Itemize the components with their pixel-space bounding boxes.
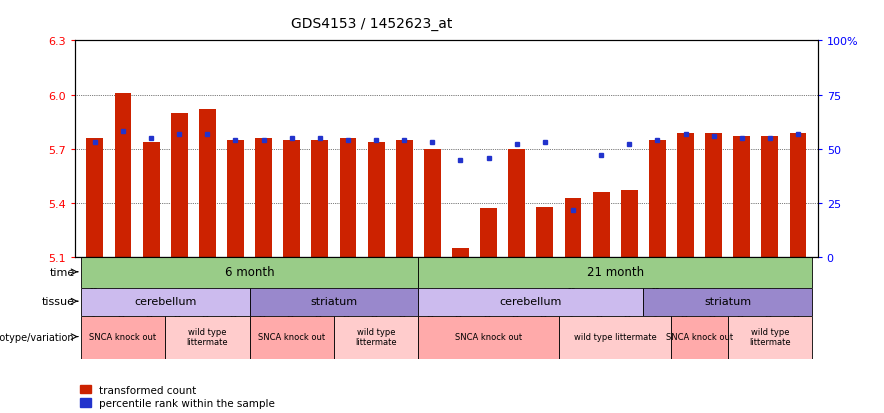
Bar <box>227 140 244 258</box>
Bar <box>424 150 441 258</box>
Bar <box>255 139 272 258</box>
Bar <box>396 140 413 258</box>
Bar <box>80 316 165 359</box>
Bar <box>418 258 812 288</box>
Bar <box>199 110 216 258</box>
Bar <box>311 140 328 258</box>
Text: wild type
littermate: wild type littermate <box>749 327 790 347</box>
Bar <box>621 191 637 258</box>
Bar <box>334 316 418 359</box>
Bar <box>142 142 159 258</box>
Bar <box>677 133 694 258</box>
Bar <box>418 316 559 359</box>
Text: wild type
littermate: wild type littermate <box>187 327 228 347</box>
Text: SNCA knock out: SNCA knock out <box>258 332 325 341</box>
Bar <box>165 316 249 359</box>
Text: wild type littermate: wild type littermate <box>574 332 657 341</box>
Text: cerebellum: cerebellum <box>134 297 196 306</box>
Bar <box>789 133 806 258</box>
Text: striatum: striatum <box>705 297 751 306</box>
Bar <box>565 198 582 258</box>
Bar <box>171 114 187 258</box>
Legend: transformed count, percentile rank within the sample: transformed count, percentile rank withi… <box>80 385 275 408</box>
Bar <box>480 209 497 258</box>
Text: cerebellum: cerebellum <box>499 297 562 306</box>
Bar <box>249 316 334 359</box>
Text: 6 month: 6 month <box>225 266 274 279</box>
Bar <box>559 316 672 359</box>
Text: GDS4153 / 1452623_at: GDS4153 / 1452623_at <box>291 17 452 31</box>
Bar <box>80 288 249 316</box>
Text: striatum: striatum <box>310 297 357 306</box>
Bar <box>368 142 385 258</box>
Bar <box>80 258 418 288</box>
Bar <box>728 316 812 359</box>
Text: 21 month: 21 month <box>587 266 644 279</box>
Bar <box>761 137 778 258</box>
Bar <box>283 140 301 258</box>
Bar <box>649 140 666 258</box>
Text: SNCA knock out: SNCA knock out <box>666 332 733 341</box>
Text: wild type
littermate: wild type littermate <box>355 327 397 347</box>
Bar <box>644 288 812 316</box>
Bar <box>339 139 356 258</box>
Bar <box>592 193 610 258</box>
Text: tissue: tissue <box>42 297 74 306</box>
Text: genotype/variation: genotype/variation <box>0 332 74 342</box>
Bar <box>249 288 418 316</box>
Bar <box>418 288 644 316</box>
Bar <box>87 139 103 258</box>
Text: SNCA knock out: SNCA knock out <box>455 332 522 341</box>
Bar <box>705 133 722 258</box>
Bar <box>452 249 469 258</box>
Bar <box>537 207 553 258</box>
Bar <box>508 150 525 258</box>
Bar <box>115 94 132 258</box>
Text: time: time <box>50 267 74 277</box>
Bar <box>734 137 751 258</box>
Bar <box>672 316 728 359</box>
Text: SNCA knock out: SNCA knock out <box>89 332 156 341</box>
